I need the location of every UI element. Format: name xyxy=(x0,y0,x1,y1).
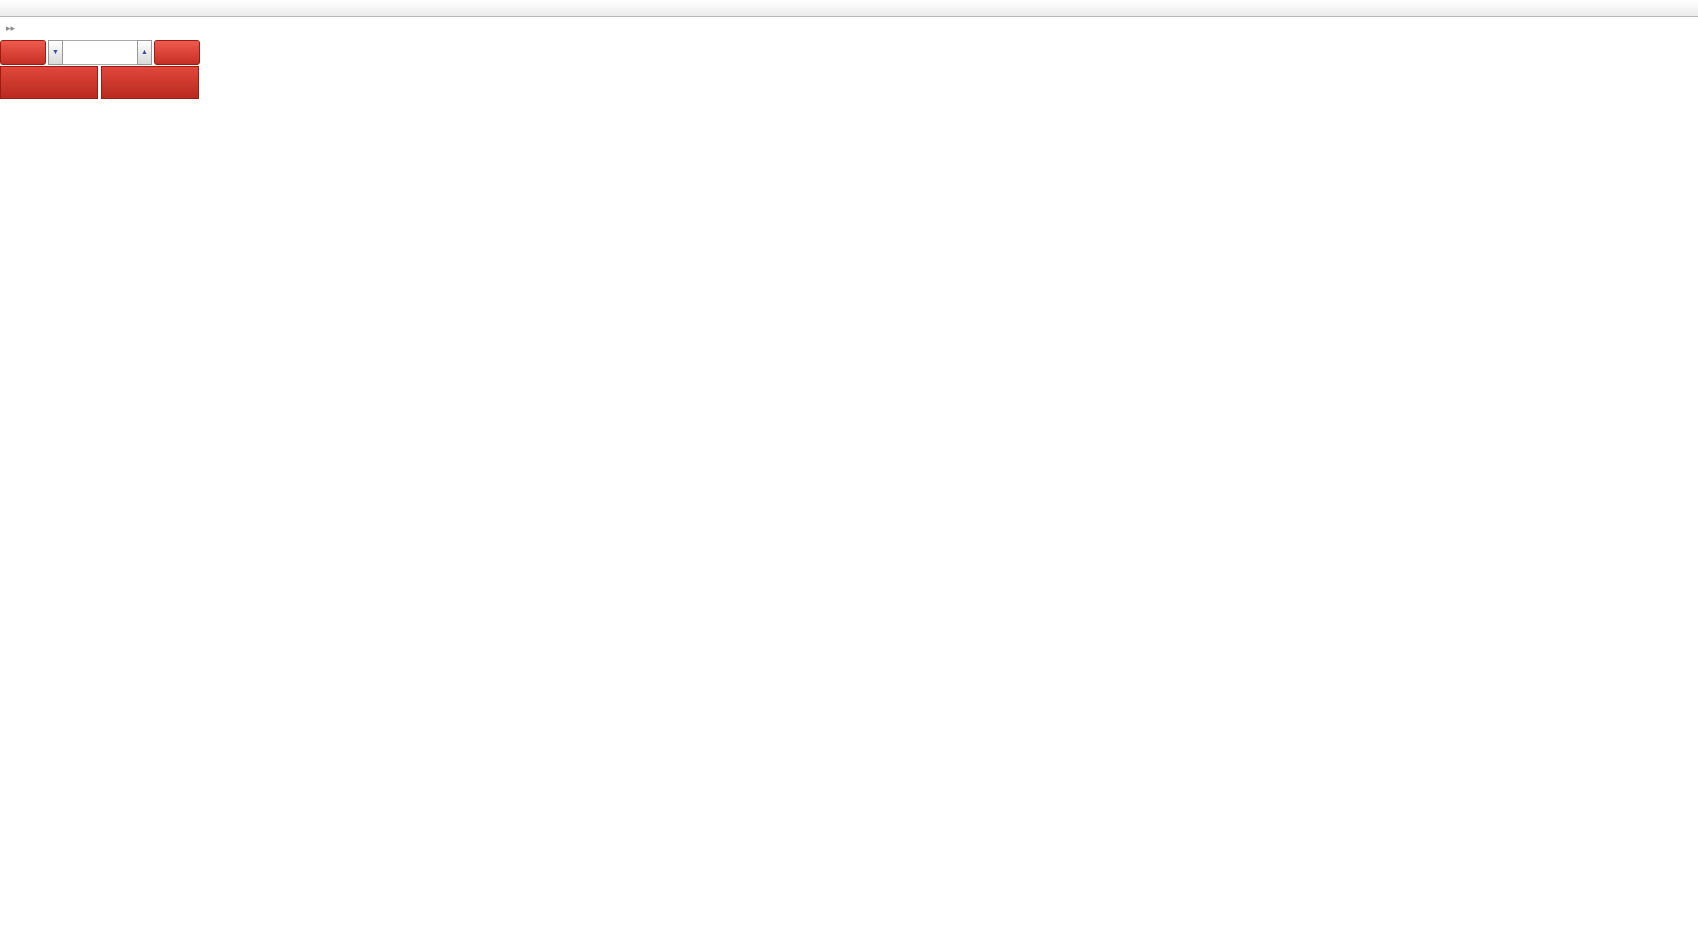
sell-button[interactable] xyxy=(0,40,46,65)
buy-button[interactable] xyxy=(154,40,200,65)
chart-title: ▸▸ xyxy=(6,22,23,34)
buy-price-display[interactable] xyxy=(101,66,199,99)
volume-increase-button[interactable]: ▲ xyxy=(137,40,152,65)
volume-stepper: ▼ ▲ xyxy=(48,40,152,65)
chart-marker-icon: ▸▸ xyxy=(6,23,16,33)
volume-decrease-button[interactable]: ▼ xyxy=(48,40,63,65)
sell-price-display[interactable] xyxy=(0,66,98,99)
one-click-trading-panel: ▼ ▲ xyxy=(0,40,202,99)
volume-input[interactable] xyxy=(63,40,137,65)
toolbar xyxy=(0,0,1698,17)
